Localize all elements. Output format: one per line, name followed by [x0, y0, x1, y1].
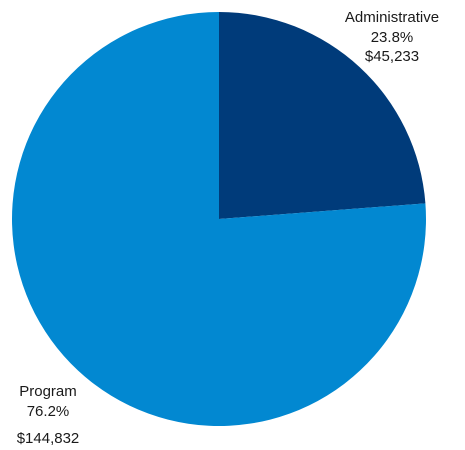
- pie-slices: [11, 12, 426, 426]
- label-administrative-name: Administrative: [345, 9, 439, 26]
- label-program: Program 76.2% $144,832: [17, 383, 80, 447]
- pie-slice-administrative: [219, 12, 426, 219]
- label-program-name: Program: [19, 383, 77, 400]
- label-administrative: Administrative 23.8% $45,233: [345, 9, 439, 65]
- label-program-value: $144,832: [17, 430, 80, 447]
- pie-slice-program: [11, 12, 426, 426]
- label-administrative-percent: 23.8%: [371, 29, 414, 46]
- label-program-percent: 76.2%: [27, 403, 70, 420]
- label-administrative-value: $45,233: [365, 48, 419, 65]
